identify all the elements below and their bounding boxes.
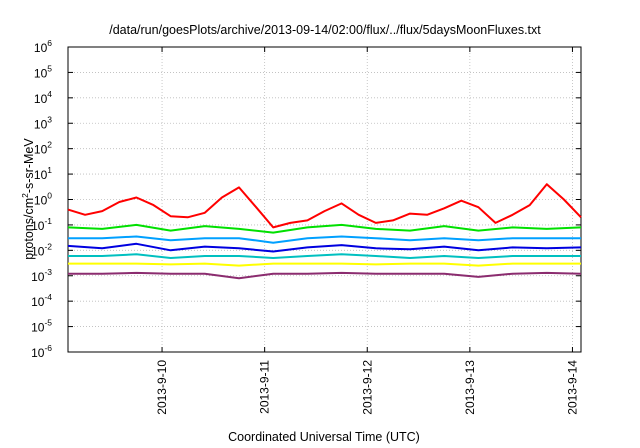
y-tick-label: 103 — [34, 114, 52, 131]
x-tick-label: 2013-9-13 — [463, 360, 477, 415]
axis-ticks — [68, 46, 581, 353]
x-tick-label: 2013-9-12 — [360, 360, 374, 415]
y-tick-label: 100 — [34, 191, 52, 208]
grid — [68, 47, 581, 352]
series-line — [68, 235, 581, 244]
x-tick-label: 2013-9-11 — [258, 360, 272, 414]
series-line — [67, 223, 582, 234]
series-line — [68, 262, 581, 267]
y-tick-label: 10-3 — [31, 267, 52, 284]
y-axis-label-sup: 2 — [20, 193, 30, 198]
y-tick-label: 105 — [34, 63, 52, 80]
data-series — [67, 183, 582, 280]
x-axis-label: Coordinated Universal Time (UTC) — [228, 430, 420, 444]
y-tick-label: 10-2 — [31, 241, 52, 258]
y-tick-label: 10-1 — [31, 216, 52, 233]
y-axis-label: protons/cm2-s-sr-MeV — [20, 138, 36, 260]
y-tick-labels: 10-6 10-5 10-4 10-3 10-2 10-1 100 101 102 103 104 1… — [31, 38, 52, 360]
y-tick-label: 104 — [34, 89, 52, 106]
x-tick-label: 2013-9-14 — [565, 360, 579, 415]
x-tick-label: 2013-9-10 — [155, 360, 169, 415]
y-axis-label-suffix: -s-sr-MeV — [22, 138, 36, 194]
y-tick-label: 10-6 — [31, 343, 52, 360]
series-line — [67, 183, 582, 229]
x-tick-labels: 2013-9-10 2013-9-11 2013-9-12 2013-9-13 2013… — [155, 360, 579, 415]
series-line — [68, 253, 581, 259]
series-line — [67, 242, 582, 253]
chart-title: /data/run/goesPlots/archive/2013-09-14/0… — [109, 23, 541, 37]
series-line — [68, 271, 582, 280]
y-tick-label: 10-5 — [31, 318, 52, 335]
y-tick-label: 101 — [34, 165, 52, 182]
y-tick-label: 10-4 — [31, 292, 52, 309]
plot-frame — [67, 46, 582, 353]
y-tick-label: 106 — [34, 38, 52, 55]
y-tick-label: 102 — [34, 140, 52, 157]
y-axis-label-prefix: protons/cm — [22, 198, 36, 260]
